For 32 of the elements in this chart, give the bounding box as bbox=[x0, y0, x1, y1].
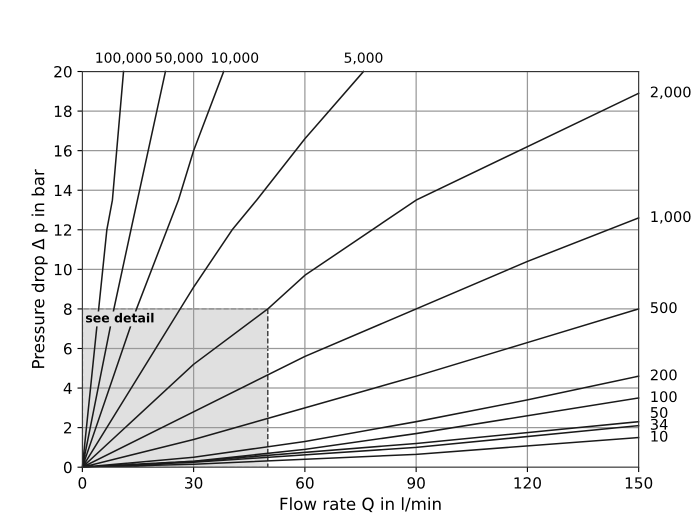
series-label: 100,000 bbox=[96, 52, 152, 64]
x-tick-label: 30 bbox=[185, 477, 202, 489]
series-label: 100 bbox=[651, 391, 677, 402]
y-tick-label: 2 bbox=[64, 422, 72, 434]
series-label: 10,000 bbox=[212, 52, 258, 64]
y-tick-label: 4 bbox=[64, 382, 72, 394]
y-tick-label: 8 bbox=[64, 303, 72, 315]
series-label: 5,000 bbox=[344, 52, 382, 64]
y-axis-title: Pressure drop Δ p in bar bbox=[32, 169, 48, 368]
y-tick-label: 0 bbox=[64, 462, 72, 474]
x-tick-label: 150 bbox=[626, 477, 652, 489]
series-label: 1,000 bbox=[651, 211, 691, 224]
y-tick-label: 20 bbox=[54, 66, 72, 78]
series-label: 10 bbox=[651, 430, 668, 442]
y-tick-label: 6 bbox=[64, 342, 72, 355]
series-label: 200 bbox=[650, 369, 677, 380]
annotation: see detail bbox=[86, 312, 154, 323]
x-tick-label: 90 bbox=[407, 477, 425, 489]
series-label: 50,000 bbox=[156, 52, 203, 64]
y-tick-label: 12 bbox=[54, 224, 72, 236]
series-label: 50 bbox=[650, 406, 668, 418]
y-tick-label: 16 bbox=[54, 145, 72, 157]
x-tick-label: 0 bbox=[78, 477, 86, 489]
y-tick-label: 10 bbox=[54, 264, 72, 276]
series-label: 2,000 bbox=[650, 86, 691, 99]
x-tick-label: 120 bbox=[514, 477, 541, 489]
x-tick-label: 60 bbox=[296, 477, 314, 489]
series-label: 34 bbox=[650, 418, 668, 430]
series-label: 500 bbox=[650, 302, 677, 314]
y-tick-label: 18 bbox=[54, 106, 72, 118]
y-tick-label: 14 bbox=[54, 184, 72, 196]
x-axis-title: Flow rate Q in l/min bbox=[280, 497, 441, 512]
